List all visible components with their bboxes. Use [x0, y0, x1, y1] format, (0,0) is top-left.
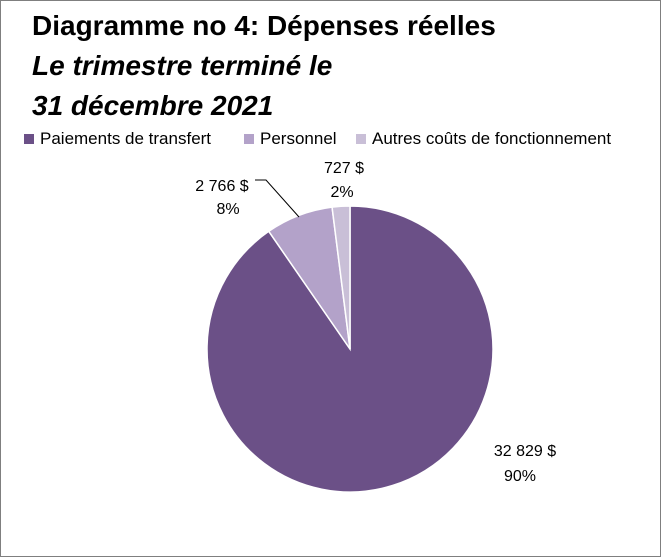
pie-slice-autres — [331, 205, 351, 350]
data-label-percent-autres: 2% — [330, 184, 353, 201]
legend-swatch-personnel — [244, 134, 254, 144]
legend-item-autres: Autres coûts de fonctionnement — [356, 129, 611, 149]
data-label-percent-personnel: 8% — [216, 201, 239, 218]
chart-title-line-2: Le trimestre terminé le — [32, 50, 333, 81]
data-label-percent-paiements: 90% — [504, 468, 536, 485]
legend-label-personnel: Personnel — [260, 129, 337, 148]
legend-label-autres: Autres coûts de fonctionnement — [372, 129, 612, 148]
legend-label-paiements: Paiements de transfert — [40, 129, 212, 148]
legend-swatch-paiements — [24, 134, 34, 144]
data-label-value-paiements: 32 829 $ — [494, 443, 556, 460]
data-label-value-autres: 727 $ — [324, 160, 364, 177]
pie-slices — [206, 205, 494, 493]
legend-swatch-autres — [356, 134, 366, 144]
legend-item-personnel: Personnel — [244, 129, 337, 149]
leader-line-personnel — [255, 179, 300, 218]
legend-item-paiements: Paiements de transfert — [24, 129, 211, 149]
pie-slice-paiements — [206, 205, 494, 493]
data-label-value-personnel: 2 766 $ — [195, 178, 248, 195]
chart-title-line-1: Diagramme no 4: Dépenses réelles — [32, 10, 496, 41]
chart-title-line-3: 31 décembre 2021 — [32, 90, 274, 121]
